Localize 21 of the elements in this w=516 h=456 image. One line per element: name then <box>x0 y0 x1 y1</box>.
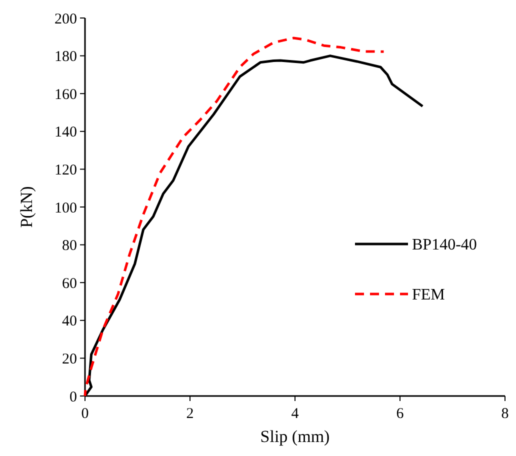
x-tick-label: 2 <box>186 406 194 422</box>
legend-label: BP140-40 <box>412 236 477 254</box>
line-series <box>84 36 385 398</box>
y-axis-title: P(kN) <box>17 186 36 228</box>
y-tick-label: 60 <box>62 276 77 292</box>
x-tick-label: 0 <box>81 406 89 422</box>
y-tick-label: 200 <box>54 11 77 28</box>
x-tick-label: 6 <box>396 406 404 422</box>
x-tick-label: 4 <box>291 406 300 422</box>
y-tick-label: 140 <box>54 124 77 141</box>
y-tick-label: 180 <box>54 49 77 66</box>
y-tick-label: 20 <box>62 351 77 368</box>
y-tick-label: 40 <box>62 314 77 330</box>
y-tick-label: 100 <box>54 200 77 216</box>
y-tick-label: 160 <box>54 86 77 103</box>
legend-label: FEM <box>412 286 445 304</box>
y-tick-label: 80 <box>62 238 77 254</box>
x-axis-title: Slip (mm) <box>260 427 330 446</box>
y-tick-label: 0 <box>70 389 77 406</box>
x-tick-label: 8 <box>501 406 509 422</box>
y-tick-label: 120 <box>54 162 77 178</box>
